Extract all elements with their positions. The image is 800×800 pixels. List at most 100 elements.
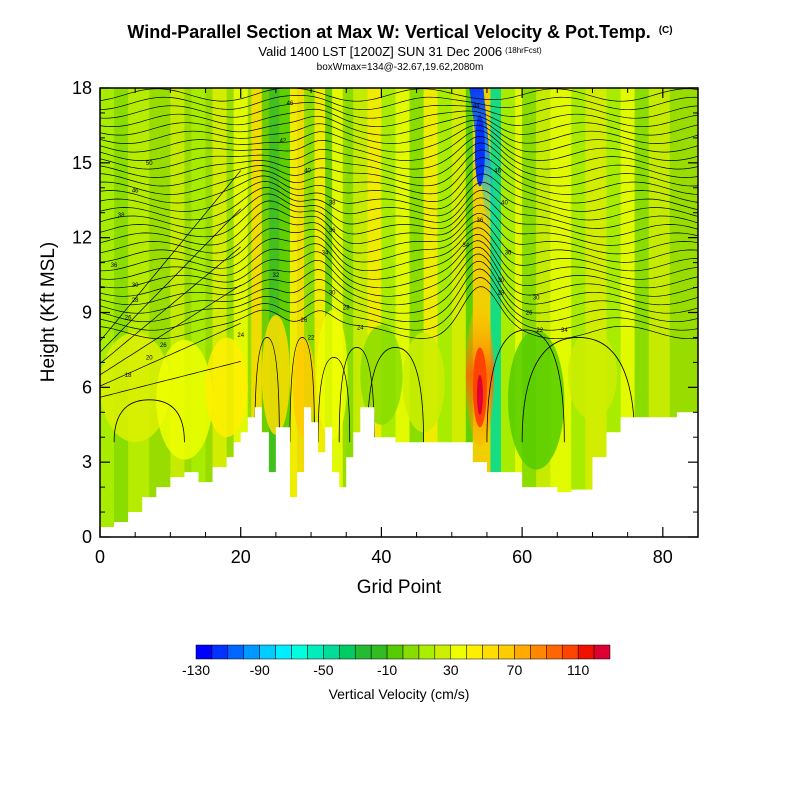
theta-contour-line <box>100 136 698 170</box>
colorbar-tick-label: 30 <box>443 662 459 678</box>
theta-contour-line <box>100 149 698 187</box>
velocity-band <box>606 88 621 537</box>
velocity-lobe <box>508 329 565 470</box>
colorbar-swatch <box>291 644 308 660</box>
colorbar-swatch <box>211 644 229 660</box>
velocity-band <box>314 88 326 537</box>
theta-contour-line <box>100 277 698 331</box>
theta-contour-line <box>100 246 698 297</box>
updraft-max <box>476 374 483 415</box>
y-tick-label: 3 <box>82 452 92 472</box>
y-tick-label: 15 <box>72 153 92 173</box>
theta-contour-label: 22 <box>308 335 315 341</box>
colorbar-swatch <box>434 644 452 660</box>
velocity-band <box>191 88 206 537</box>
velocity-band <box>395 88 410 537</box>
theta-contour-line <box>100 246 241 364</box>
chart-info: boxWmax=134@-32.67,19.62,2080m <box>316 62 484 73</box>
colorbar-swatch <box>402 644 420 660</box>
theta-contour-line <box>100 234 698 280</box>
y-tick-label: 9 <box>82 303 92 323</box>
velocity-band <box>346 88 354 537</box>
theta-contour-arch <box>486 329 565 443</box>
colorbar-swatch <box>546 644 563 660</box>
colorbar-swatch <box>561 644 579 660</box>
colorbar-tick-label: -10 <box>377 662 397 678</box>
theta-contour-line <box>100 227 698 272</box>
theta-contour-label: 46 <box>287 101 294 107</box>
theta-contour-line <box>100 253 698 306</box>
velocity-band <box>279 88 290 537</box>
theta-contour-label: 28 <box>132 298 139 304</box>
velocity-band <box>585 88 607 537</box>
theta-contour-label: 28 <box>343 306 350 312</box>
theta-contour-arch <box>317 356 351 443</box>
colorbar-swatch <box>577 644 595 660</box>
theta-contour-line <box>100 286 698 340</box>
colorbar-tick-label: -90 <box>250 662 270 678</box>
theta-contour-label: 26 <box>125 315 132 321</box>
y-tick-label: 18 <box>72 78 92 98</box>
colorbar-swatch <box>227 644 245 660</box>
velocity-lobe <box>205 337 248 438</box>
theta-contour-line <box>100 212 698 255</box>
theta-contour-line <box>100 190 698 229</box>
theta-contour-label: 40 <box>304 168 311 174</box>
theta-contour-line <box>100 119 698 144</box>
theta-contour-line <box>100 260 698 314</box>
velocity-band <box>332 88 343 537</box>
colorbar-tick-label: 70 <box>507 662 523 678</box>
theta-contour-line <box>100 108 698 128</box>
colorbar-tick-label: -130 <box>182 662 210 678</box>
colorbar-swatch <box>275 644 292 660</box>
theta-contour-arch <box>113 399 185 443</box>
theta-contour-line <box>100 102 698 119</box>
colorbar-swatch <box>370 644 388 660</box>
theta-contour-arch <box>366 347 425 443</box>
theta-contour-label: 26 <box>526 311 533 317</box>
theta-contours <box>100 88 698 443</box>
y-tick-label: 6 <box>82 377 92 397</box>
velocity-lobe <box>360 324 403 425</box>
velocity-band <box>251 88 262 537</box>
y-tick-label: 0 <box>82 527 92 547</box>
theta-contour-line <box>100 124 698 153</box>
title-tag: (C) <box>658 25 673 36</box>
colorbar-swatch <box>514 644 531 660</box>
theta-contour-label: 46 <box>132 188 139 194</box>
theta-contour-line <box>100 165 698 204</box>
theta-contour-label: 36 <box>111 263 118 269</box>
theta-contour-line <box>100 157 698 195</box>
colorbar-label: Vertical Velocity (cm/s) <box>329 686 470 702</box>
y-axis-label: Height (Kft MSL) <box>38 242 59 382</box>
colorbar-swatch <box>498 644 515 660</box>
colorbar-swatch <box>530 644 547 660</box>
theta-contour-label: 36 <box>505 251 512 257</box>
theta-contour-label: 24 <box>237 333 244 339</box>
theta-contour-line <box>100 115 698 136</box>
theta-contour-line <box>100 181 698 221</box>
x-tick-label: 40 <box>371 547 391 567</box>
theta-contour-line <box>100 208 241 353</box>
theta-contour-arch <box>521 337 636 443</box>
x-tick-label: 20 <box>231 547 251 567</box>
theta-contour-label: 30 <box>533 296 540 302</box>
theta-contour-line <box>100 95 698 111</box>
theta-contour-label: 50 <box>146 161 153 167</box>
theta-contour-line <box>100 204 698 246</box>
velocity-band <box>465 88 473 537</box>
theta-contour-label: 42 <box>280 138 287 144</box>
theta-contour-line <box>100 220 698 263</box>
x-axis-label: Grid Point <box>357 577 442 598</box>
theta-contour-label: 38 <box>118 213 125 219</box>
theta-contour-label: 22 <box>536 328 543 334</box>
theta-contour-line <box>100 197 698 238</box>
x-tick-label: 60 <box>512 547 532 567</box>
theta-contour-line <box>100 130 698 161</box>
theta-contour-line <box>100 173 698 212</box>
theta-contour-label: 28 <box>498 291 505 297</box>
theta-contour-label: 44 <box>473 103 480 109</box>
velocity-lobe <box>261 314 290 435</box>
velocity-band <box>261 88 269 537</box>
terrain-mask <box>100 407 698 537</box>
